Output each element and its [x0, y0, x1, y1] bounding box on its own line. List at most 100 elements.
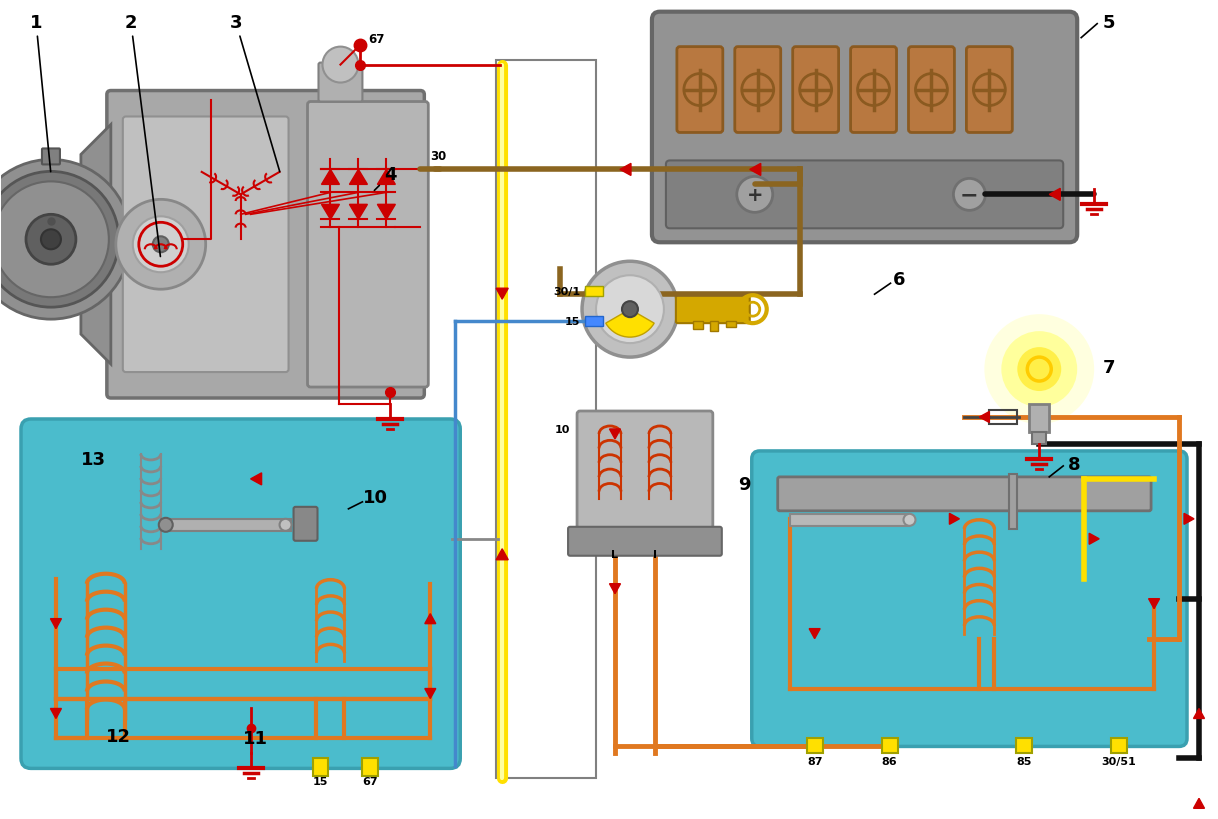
Text: 87: 87 [806, 757, 822, 767]
Circle shape [582, 262, 678, 358]
Bar [882, 739, 898, 753]
FancyBboxPatch shape [41, 149, 60, 165]
Text: −: − [960, 185, 979, 205]
Polygon shape [1089, 534, 1099, 545]
Bar [1111, 739, 1127, 753]
Circle shape [1017, 348, 1061, 391]
FancyBboxPatch shape [676, 296, 750, 324]
Polygon shape [322, 170, 340, 185]
Bar [789, 514, 910, 526]
Circle shape [158, 518, 173, 532]
Polygon shape [1149, 599, 1160, 609]
Circle shape [596, 276, 664, 344]
Bar [693, 322, 703, 330]
Text: 30/1: 30/1 [553, 287, 580, 296]
FancyBboxPatch shape [21, 419, 460, 768]
Text: 13: 13 [82, 450, 106, 468]
Circle shape [984, 314, 1094, 424]
Text: 30: 30 [430, 150, 447, 163]
Circle shape [0, 182, 108, 298]
Bar [313, 758, 329, 776]
Polygon shape [251, 473, 262, 486]
Circle shape [0, 161, 130, 319]
Polygon shape [378, 205, 396, 220]
FancyBboxPatch shape [123, 117, 289, 373]
Polygon shape [350, 170, 368, 185]
Circle shape [323, 48, 358, 84]
Polygon shape [425, 614, 436, 624]
FancyBboxPatch shape [107, 92, 424, 399]
FancyBboxPatch shape [666, 161, 1063, 229]
Bar [1029, 405, 1049, 432]
FancyBboxPatch shape [294, 507, 318, 541]
Circle shape [41, 230, 61, 250]
FancyBboxPatch shape [966, 48, 1012, 133]
Polygon shape [949, 514, 960, 525]
Circle shape [133, 217, 189, 273]
Bar [363, 758, 379, 776]
Bar [989, 410, 1017, 424]
Polygon shape [1049, 189, 1060, 201]
Polygon shape [80, 125, 111, 364]
Bar [1033, 432, 1046, 445]
Circle shape [904, 514, 916, 526]
Text: 86: 86 [882, 757, 898, 767]
Text: 5: 5 [1104, 14, 1116, 32]
Polygon shape [350, 205, 368, 220]
FancyBboxPatch shape [734, 48, 781, 133]
Bar [585, 317, 603, 327]
Circle shape [280, 519, 291, 532]
Text: 8: 8 [1068, 455, 1080, 473]
Polygon shape [750, 164, 761, 176]
Text: 4: 4 [374, 166, 397, 191]
FancyBboxPatch shape [652, 12, 1077, 243]
Text: L: L [611, 549, 619, 559]
Polygon shape [609, 429, 620, 440]
FancyBboxPatch shape [577, 411, 713, 537]
Text: 85: 85 [1017, 757, 1032, 767]
Polygon shape [1184, 514, 1194, 525]
FancyBboxPatch shape [850, 48, 896, 133]
Text: 6: 6 [893, 271, 906, 289]
FancyBboxPatch shape [778, 477, 1151, 511]
Polygon shape [620, 164, 631, 176]
Text: 15: 15 [565, 317, 580, 327]
Bar [1010, 474, 1017, 529]
Polygon shape [979, 412, 989, 423]
Bar [806, 739, 822, 753]
Polygon shape [378, 170, 396, 185]
Bar [1016, 739, 1033, 753]
Text: 15: 15 [313, 776, 328, 786]
Text: 3: 3 [229, 14, 280, 173]
Text: 12: 12 [106, 727, 132, 745]
Bar [496, 61, 596, 778]
Text: 10: 10 [363, 488, 387, 506]
Circle shape [954, 179, 985, 211]
Circle shape [0, 172, 119, 308]
Polygon shape [50, 619, 61, 629]
FancyBboxPatch shape [909, 48, 955, 133]
FancyBboxPatch shape [568, 527, 722, 556]
Text: 2: 2 [124, 14, 161, 257]
Polygon shape [809, 629, 820, 639]
Polygon shape [496, 289, 508, 300]
Polygon shape [322, 205, 340, 220]
Polygon shape [425, 689, 436, 699]
Wedge shape [605, 310, 654, 337]
Text: 67: 67 [363, 776, 379, 786]
Bar [726, 322, 736, 328]
Circle shape [737, 177, 772, 213]
Bar [161, 519, 291, 532]
Polygon shape [609, 584, 620, 594]
Circle shape [26, 215, 76, 265]
Text: 67: 67 [368, 33, 385, 46]
Text: 7: 7 [1104, 359, 1116, 377]
Text: 30/51: 30/51 [1102, 757, 1136, 767]
FancyBboxPatch shape [793, 48, 839, 133]
Bar [585, 287, 603, 296]
FancyBboxPatch shape [677, 48, 722, 133]
Text: 11: 11 [244, 730, 268, 748]
Circle shape [152, 237, 169, 253]
Text: 9: 9 [738, 475, 752, 493]
Polygon shape [1194, 708, 1205, 718]
